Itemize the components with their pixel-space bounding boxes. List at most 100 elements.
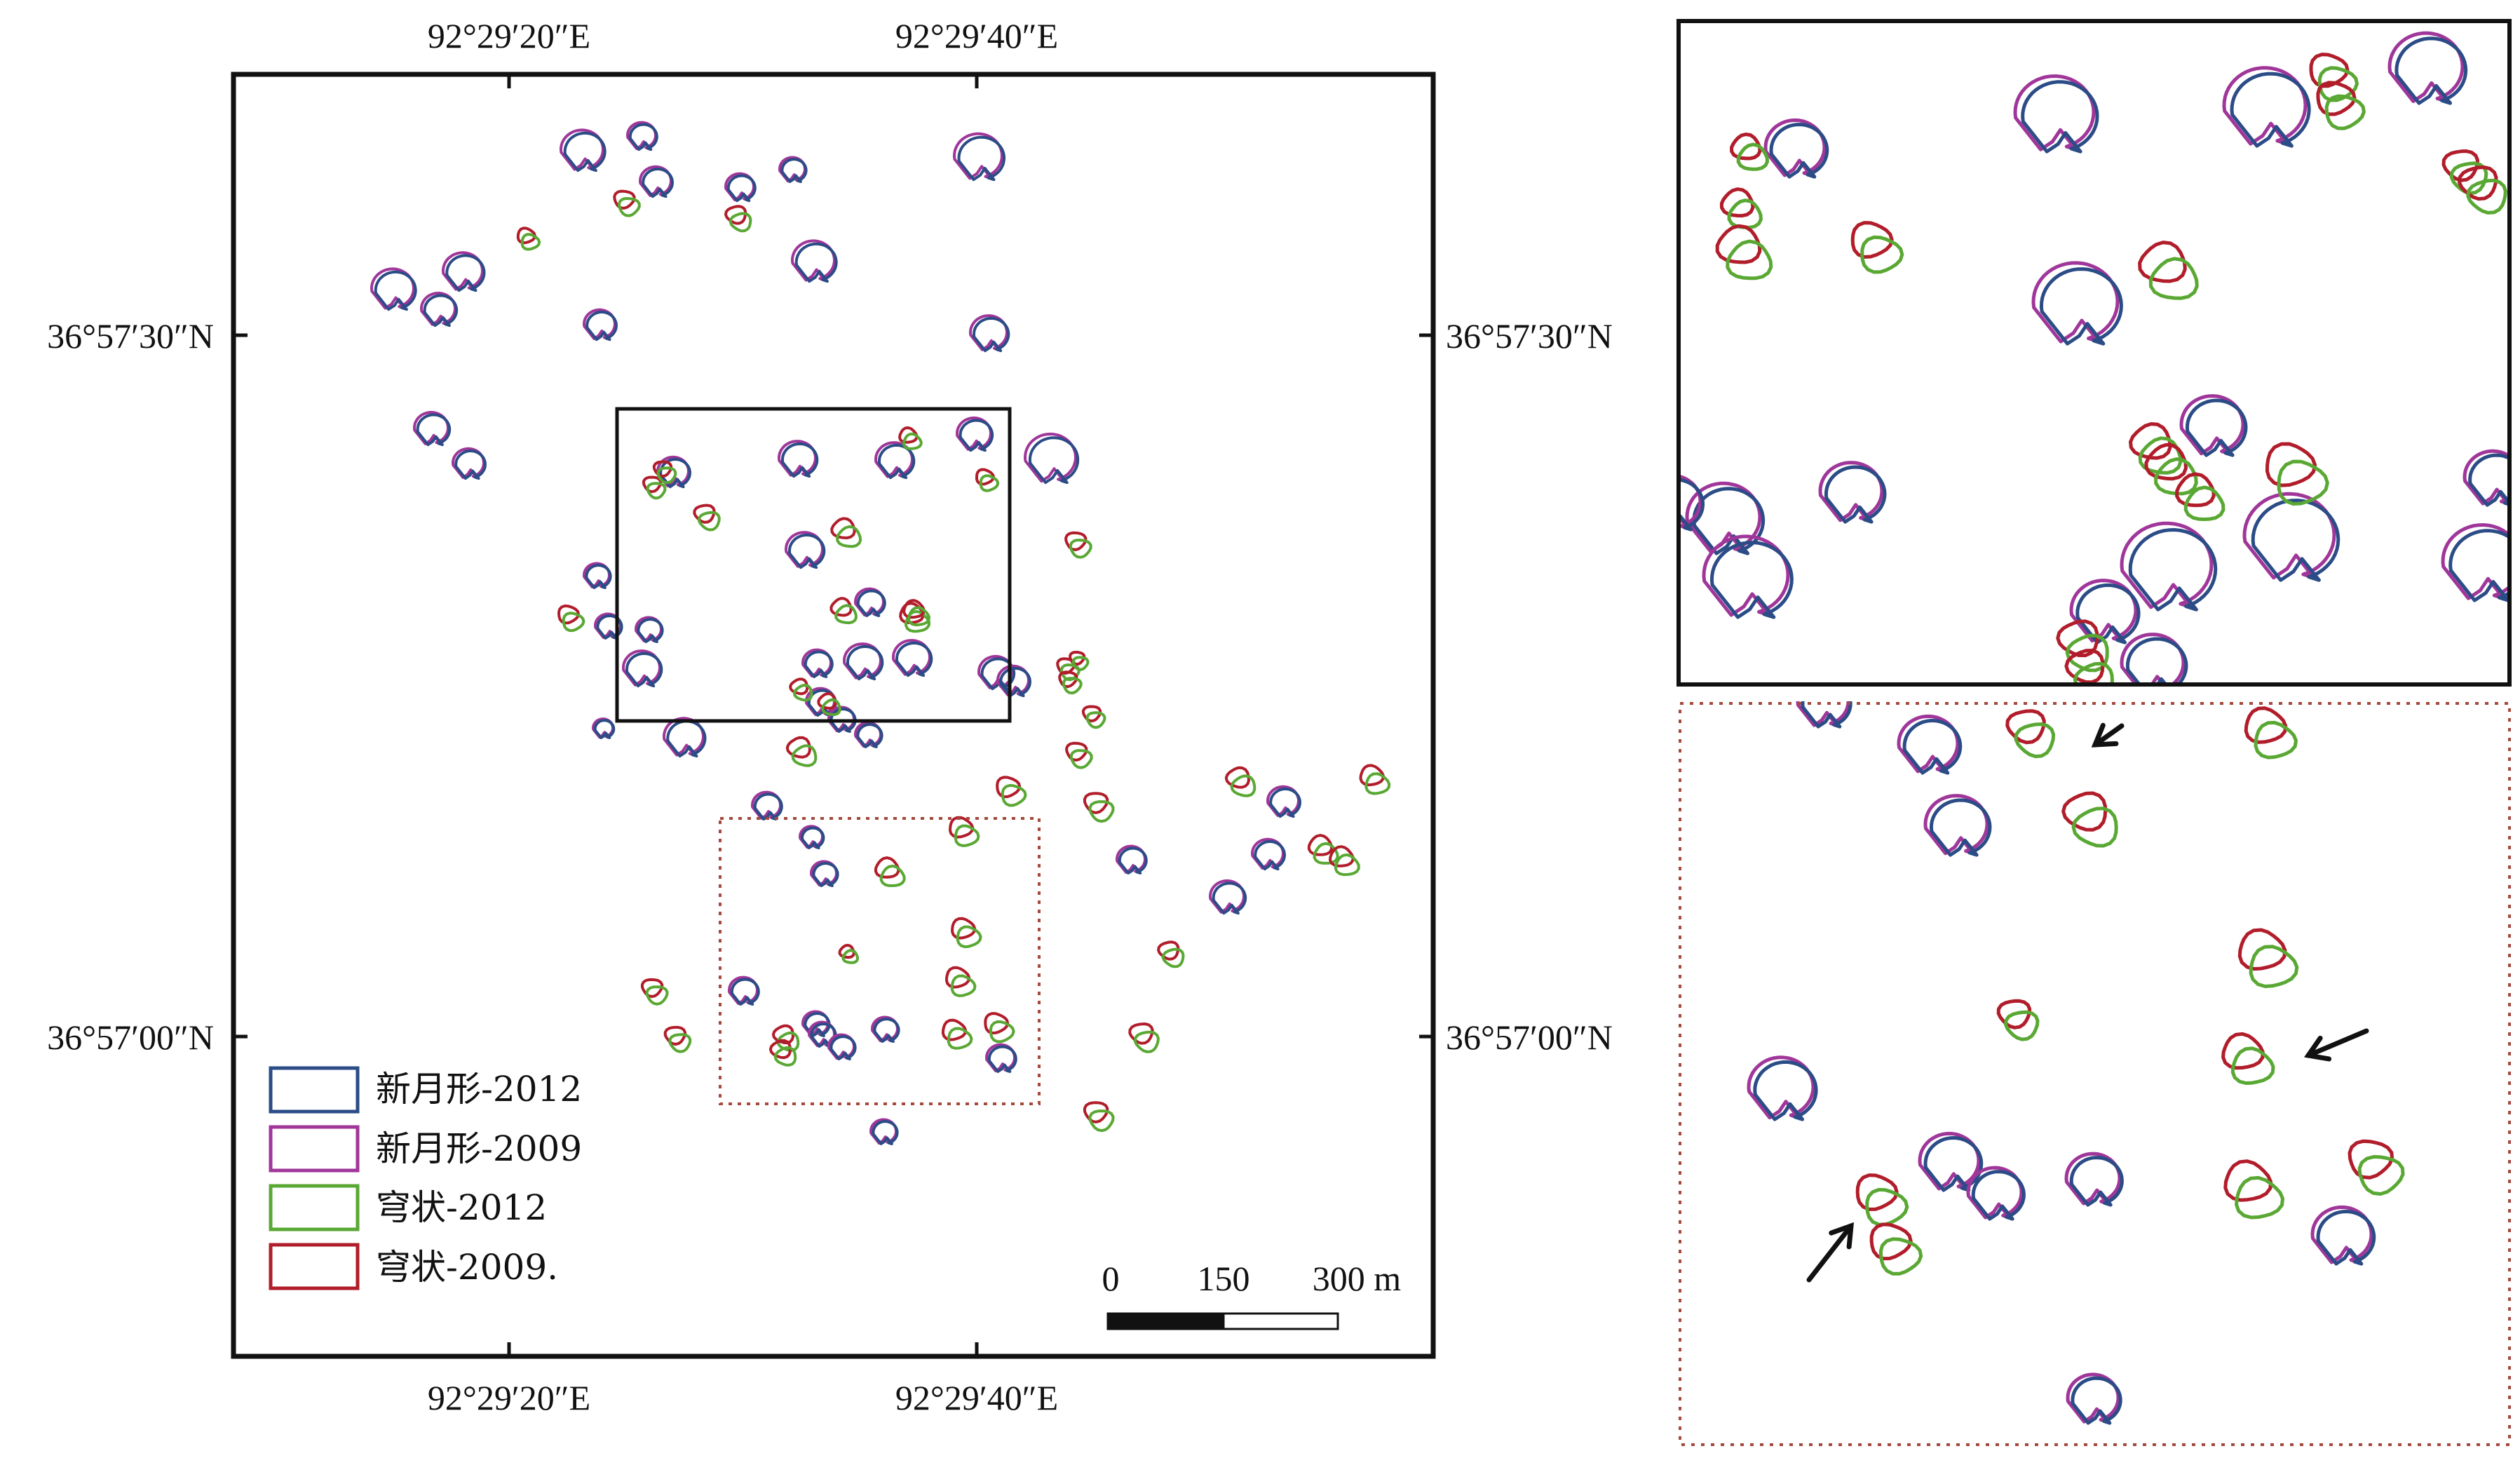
dome-dune-2012 xyxy=(1088,1109,1115,1133)
crescent-dune-2012 xyxy=(666,720,707,758)
dome-dune-2009 xyxy=(1064,531,1088,551)
dome-dune-2012 xyxy=(2357,1155,2405,1196)
top-tick-label-1: 92°29′20″E xyxy=(428,16,590,55)
main-map-frame xyxy=(231,72,1436,1359)
crescent-dune-2012 xyxy=(2316,1210,2376,1266)
crescent-dune-2012 xyxy=(585,311,618,342)
dome-dune-2012 xyxy=(836,525,862,548)
dome-dune-2009 xyxy=(1083,1101,1109,1123)
dome-dune-2012 xyxy=(646,482,667,500)
crescent-dune-2012 xyxy=(637,618,664,643)
crescent-dune-2012 xyxy=(1902,719,1963,775)
crescent-dune-2012 xyxy=(829,1035,857,1060)
crescent-dune-2012 xyxy=(829,708,857,733)
crescent-dune-2012 xyxy=(1709,541,1794,619)
dome-dune-2009 xyxy=(951,917,977,940)
dome-dune-2009 xyxy=(1730,133,1762,161)
dome-dune-2009 xyxy=(1307,834,1334,856)
legend-label-crescent-2009: 新月形-2009 xyxy=(376,1128,582,1169)
dome-dune-2012 xyxy=(2466,178,2507,215)
dome-dune-2009 xyxy=(2244,706,2288,744)
dome-dune-2012 xyxy=(2014,722,2056,759)
dome-dune-2009 xyxy=(2175,472,2216,508)
legend-swatch-crescent-2009 xyxy=(269,1125,360,1173)
scalebar-label-300: 300 m xyxy=(1313,1259,1402,1298)
dome-dune-2012 xyxy=(956,925,982,948)
dome-dune-2009 xyxy=(1224,766,1250,789)
bottom-tick-label-2: 92°29′40″E xyxy=(895,1378,1058,1417)
dome-dune-2009 xyxy=(996,776,1022,799)
dome-dune-2009 xyxy=(1065,741,1088,762)
arrows-layer xyxy=(1806,722,2369,1283)
crescent-dune-2012 xyxy=(2128,528,2218,612)
dome-dune-2009 xyxy=(2221,1032,2265,1070)
dome-dune-2009 xyxy=(640,978,664,998)
dome-dune-2009 xyxy=(2223,1159,2272,1202)
dome-dune-2009 xyxy=(785,736,811,759)
crescent-dune-2012 xyxy=(856,723,883,748)
dome-dune-2009 xyxy=(789,677,809,696)
dome-dune-2009 xyxy=(817,692,837,710)
dome-dune-2012 xyxy=(1069,539,1092,559)
crescent-dune-2012 xyxy=(878,443,916,480)
crescent-dune-2012 xyxy=(973,316,1010,353)
crescent-dune-2012 xyxy=(1212,882,1247,915)
left-tick-label-2: 36°57′00″N xyxy=(47,1018,214,1057)
dome-dune-2012 xyxy=(1069,749,1093,769)
crescent-dune-2012 xyxy=(625,652,663,688)
dome-dune-2012 xyxy=(698,511,721,532)
dome-dune-2012 xyxy=(1085,711,1106,729)
crescent-dune-2012 xyxy=(1118,846,1148,875)
right-tick-label-1: 36°57′30″N xyxy=(1446,316,1613,356)
dome-dune-2009 xyxy=(2064,649,2105,684)
dome-dune-2009 xyxy=(829,597,853,617)
dome-dune-2012 xyxy=(954,824,980,847)
dome-dune-2009 xyxy=(1996,999,2032,1030)
crescent-dune-2012 xyxy=(1679,478,1705,532)
dome-dune-2012 xyxy=(1364,772,1391,795)
top-tick-label-2: 92°29′40″E xyxy=(895,16,1058,55)
legend-swatch-arc-2009 xyxy=(269,1243,360,1290)
crescent-dune-2012 xyxy=(1824,465,1887,524)
dome-dune-2009 xyxy=(2237,928,2287,971)
left-tick-label-1: 36°57′30″N xyxy=(47,316,214,356)
dome-dune-2009 xyxy=(1083,792,1109,814)
crescent-dune-2012 xyxy=(2069,1156,2124,1207)
dome-dune-2009 xyxy=(1058,670,1078,689)
dome-dune-2012 xyxy=(668,1033,692,1053)
dome-dune-2012 xyxy=(1865,1187,1909,1227)
dome-dune-2009 xyxy=(830,517,856,539)
dome-dune-2009 xyxy=(1069,651,1086,666)
dome-dune-2012 xyxy=(520,233,541,251)
crescent-dune-2012 xyxy=(856,589,886,617)
dome-dune-2012 xyxy=(902,432,923,450)
crescent-dune-2012 xyxy=(374,270,417,311)
dome-dune-2009 xyxy=(1855,1173,1899,1211)
right-tick-label-2: 36°57′00″N xyxy=(1446,1018,1613,1057)
dome-dune-2009 xyxy=(1359,764,1385,787)
arrow-icon xyxy=(2303,1028,2369,1062)
dome-dune-2012 xyxy=(1001,784,1027,807)
dome-dune-2009 xyxy=(663,1025,686,1046)
crescent-dune-2012 xyxy=(1801,701,1852,729)
dome-dune-2012 xyxy=(645,985,669,1006)
dome-dune-2012 xyxy=(729,212,752,233)
crescent-dune-2012 xyxy=(801,826,825,849)
dome-dune-2009 xyxy=(652,460,673,478)
crescent-dune-2012 xyxy=(726,174,757,203)
dome-dune-2009 xyxy=(1850,221,1894,259)
crescent-dune-2012 xyxy=(1028,436,1080,485)
dome-dune-2012 xyxy=(773,1046,797,1067)
dome-dune-2009 xyxy=(693,504,716,524)
dome-dune-2009 xyxy=(949,816,975,839)
dome-dune-2012 xyxy=(2154,457,2198,496)
crescent-dune-2012 xyxy=(2075,583,2141,644)
dome-dune-2012 xyxy=(791,744,818,767)
crescent-dune-2012 xyxy=(804,1012,831,1037)
dome-dune-2009 xyxy=(941,1018,968,1041)
dome-dune-2009 xyxy=(1157,940,1180,961)
dome-dune-2012 xyxy=(2073,661,2114,684)
crescent-dune-2009 xyxy=(2463,449,2509,506)
inset-bottom-dunes xyxy=(1747,701,2405,1425)
arrow-icon xyxy=(2091,722,2125,748)
